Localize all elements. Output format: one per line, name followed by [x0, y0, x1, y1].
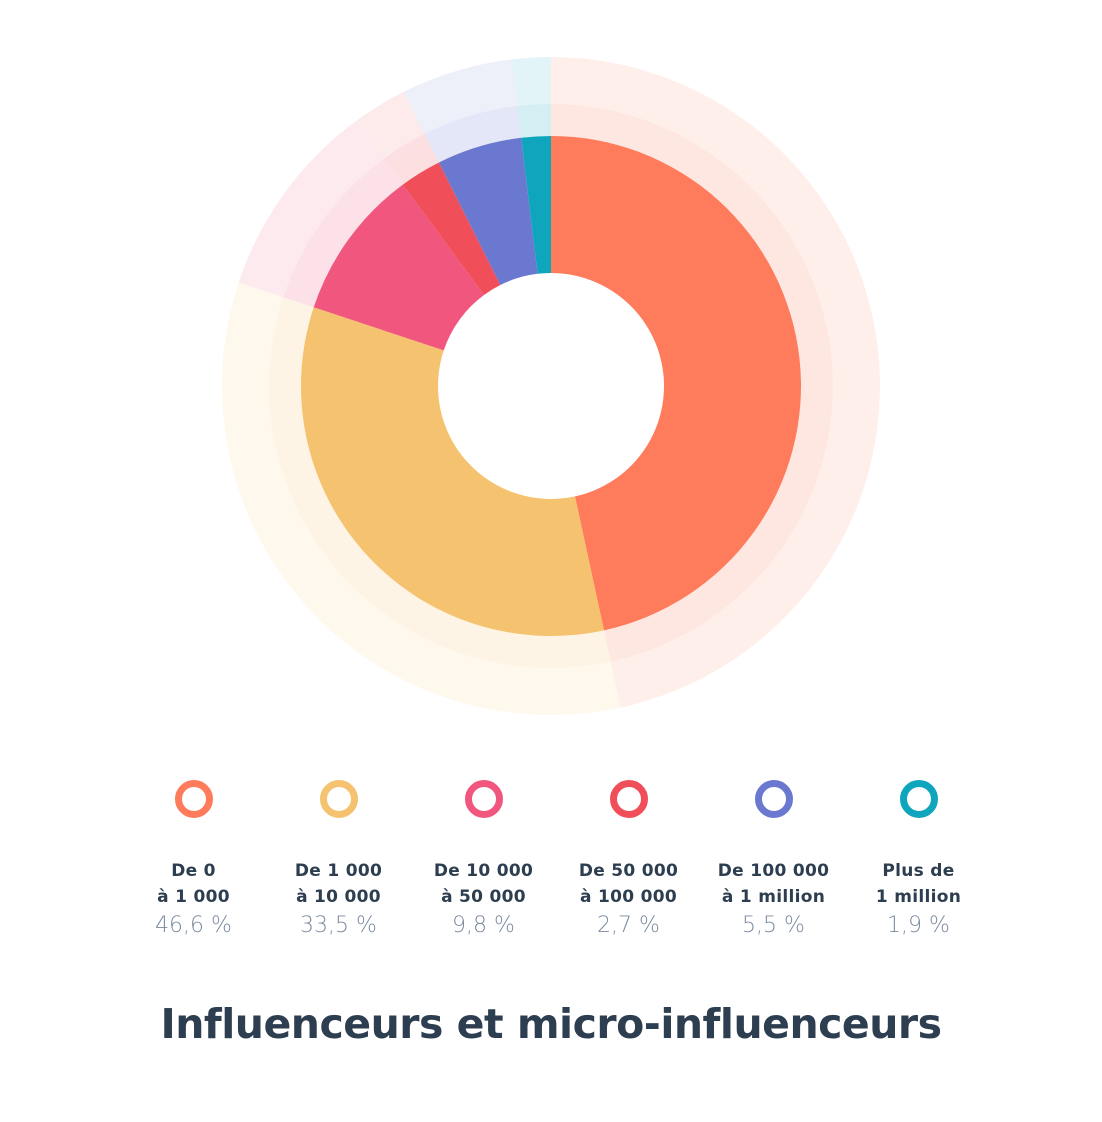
legend-label-line2: 1 million — [875, 887, 962, 907]
legend-item-10000-50000: De 10 000 à 50 000 9,8 % — [411, 780, 556, 940]
legend-item-50000-100000: De 50 000 à 100 000 2,7 % — [556, 780, 701, 940]
donut-chart — [222, 57, 881, 716]
legend-label-line2: à 1 000 — [157, 887, 230, 907]
legend-ring-icon — [899, 780, 938, 818]
legend-item-100000-1million: De 100 000 à 1 million 5,5 % — [701, 780, 846, 940]
halo-inner-100000-1million — [424, 106, 522, 163]
slice-0-1000 — [551, 136, 801, 631]
halo-inner-50000-100000 — [383, 133, 439, 185]
legend-label-line2: à 50 000 — [441, 887, 526, 907]
halo-outer-1000-10000 — [222, 282, 621, 716]
legend-label-line1: De 0 — [171, 861, 216, 881]
legend-value: 5,5 % — [742, 913, 805, 938]
halo-inner-1000-10000 — [268, 297, 611, 668]
halo-outer-plus-1million — [511, 57, 551, 107]
legend-label-line1: De 1 000 — [294, 861, 383, 881]
halo-inner-plus-1million — [517, 104, 551, 138]
halo-outer-100000-1million — [403, 59, 518, 134]
legend-item-plus-1million: Plus de 1 million 1,9 % — [846, 780, 991, 940]
halo-inner-0-1000 — [551, 104, 833, 662]
legend-label-line1: De 50 000 — [578, 861, 679, 881]
legend-label-line2: à 100 000 — [580, 887, 677, 907]
legend-ring-icon — [754, 780, 793, 818]
slice-10000-50000 — [313, 184, 485, 351]
legend-label-line1: De 10 000 — [433, 861, 534, 881]
legend-item-1000-10000: De 1 000 à 10 000 33,5 % — [266, 780, 411, 940]
legend-value: 1,9 % — [887, 913, 950, 938]
legend: De 0 à 1 000 46,6 % De 1 000 à 10 000 33… — [121, 780, 991, 940]
legend-label-line2: à 1 million — [721, 887, 826, 907]
slice-100000-1million — [438, 137, 538, 285]
legend-value: 33,5 % — [300, 913, 377, 938]
legend-ring-icon — [609, 780, 648, 818]
legend-ring-icon — [319, 780, 358, 818]
legend-label-line1: De 100 000 — [717, 861, 830, 881]
halo-outer-50000-100000 — [355, 91, 425, 159]
legend-value: 9,8 % — [452, 913, 515, 938]
halo-outer-10000-50000 — [238, 121, 384, 298]
legend-ring-icon — [464, 780, 503, 818]
legend-label-line1: Plus de — [882, 861, 955, 881]
legend-ring-icon — [174, 780, 213, 818]
legend-value: 46,6 % — [155, 913, 232, 938]
legend-label-line2: à 10 000 — [296, 887, 381, 907]
slice-1000-10000 — [300, 307, 605, 636]
slice-50000-100000 — [402, 162, 501, 296]
halo-inner-10000-50000 — [283, 158, 403, 308]
legend-item-0-1000: De 0 à 1 000 46,6 % — [121, 780, 266, 940]
chart-title: Influenceurs et micro-influenceurs — [160, 1000, 942, 1048]
slice-plus-1million — [521, 136, 551, 274]
halo-outer-0-1000 — [551, 57, 881, 708]
legend-value: 2,7 % — [597, 913, 660, 938]
